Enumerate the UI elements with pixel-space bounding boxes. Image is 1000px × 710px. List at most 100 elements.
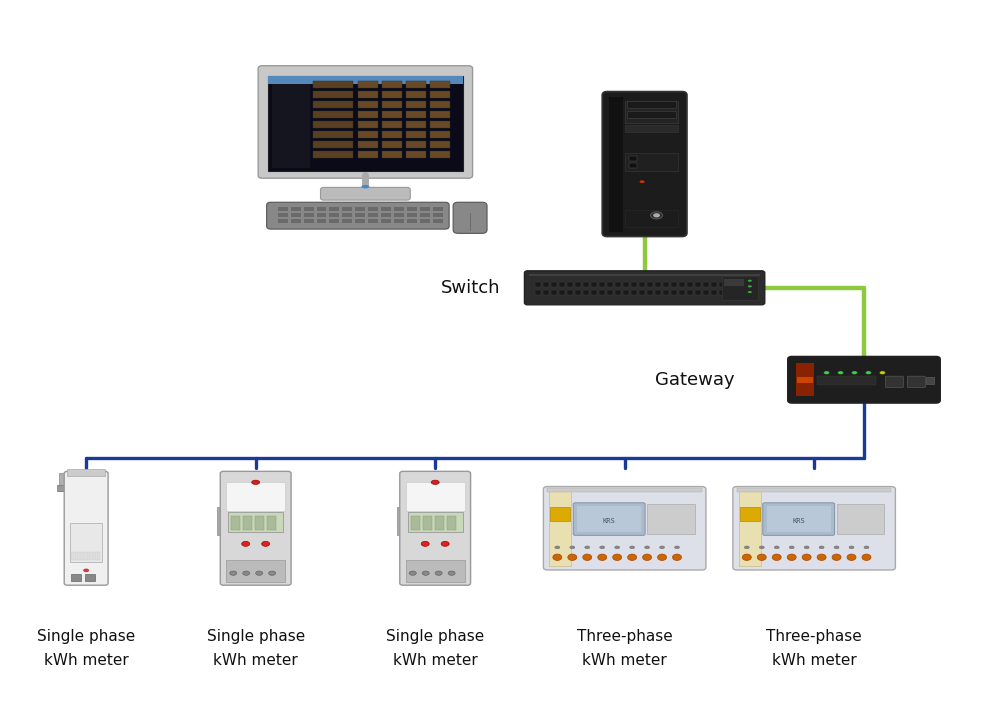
Bar (623, 282, 629, 287)
Ellipse shape (824, 371, 830, 374)
Ellipse shape (673, 554, 681, 560)
Bar (368, 219, 378, 223)
Bar (433, 219, 443, 223)
Bar (615, 282, 621, 287)
Bar (406, 101, 426, 108)
Ellipse shape (817, 554, 826, 560)
Ellipse shape (600, 546, 605, 549)
Bar (382, 131, 402, 138)
Ellipse shape (448, 571, 455, 575)
Bar (722, 275, 758, 300)
Bar (433, 213, 443, 217)
Text: Single phase
kWh meter: Single phase kWh meter (386, 629, 484, 667)
Bar (329, 207, 339, 212)
Ellipse shape (252, 480, 260, 484)
Bar (355, 219, 365, 223)
Bar (430, 111, 450, 118)
Text: KRS: KRS (603, 518, 616, 524)
Bar (663, 290, 669, 295)
Ellipse shape (598, 554, 607, 560)
Bar (647, 290, 653, 295)
Bar (394, 219, 404, 223)
Bar (85, 574, 95, 581)
Ellipse shape (262, 541, 270, 546)
Bar (575, 282, 581, 287)
Bar (394, 213, 404, 217)
Bar (551, 290, 557, 295)
Bar (95, 552, 100, 560)
Ellipse shape (748, 291, 752, 293)
Bar (313, 82, 353, 88)
Bar (217, 507, 225, 535)
Ellipse shape (441, 541, 449, 546)
Bar (577, 506, 641, 532)
Bar (342, 207, 352, 212)
Bar (719, 290, 725, 295)
Bar (739, 491, 761, 566)
Bar (695, 290, 701, 295)
Ellipse shape (852, 371, 858, 374)
Bar (304, 219, 314, 223)
Bar (57, 486, 69, 491)
FancyBboxPatch shape (573, 503, 645, 535)
FancyBboxPatch shape (400, 471, 471, 585)
Bar (71, 552, 76, 560)
Bar (228, 512, 283, 532)
Ellipse shape (585, 546, 590, 549)
Ellipse shape (748, 280, 752, 282)
Bar (329, 213, 339, 217)
Ellipse shape (645, 546, 650, 549)
Bar (655, 290, 661, 295)
Ellipse shape (409, 571, 416, 575)
FancyBboxPatch shape (64, 471, 108, 585)
Bar (355, 207, 365, 212)
Bar (89, 552, 94, 560)
Bar (358, 91, 378, 98)
Bar (291, 219, 301, 223)
Bar (59, 474, 69, 491)
Bar (629, 163, 637, 168)
Bar (358, 111, 378, 118)
Text: Gateway: Gateway (655, 371, 734, 389)
Bar (719, 282, 725, 287)
Bar (278, 207, 288, 212)
Bar (243, 515, 252, 530)
Bar (767, 506, 831, 532)
FancyBboxPatch shape (258, 66, 473, 178)
Bar (535, 282, 541, 287)
Ellipse shape (675, 546, 680, 549)
Bar (687, 290, 693, 295)
Bar (529, 273, 760, 275)
Bar (382, 111, 402, 118)
FancyBboxPatch shape (320, 187, 410, 200)
Bar (382, 91, 402, 98)
Bar (317, 219, 326, 223)
Bar (625, 101, 678, 124)
Bar (543, 282, 549, 287)
Bar (663, 282, 669, 287)
Bar (313, 121, 353, 128)
Bar (394, 207, 404, 212)
Bar (268, 76, 463, 84)
Text: Single phase
kWh meter: Single phase kWh meter (37, 629, 135, 667)
Bar (711, 282, 717, 287)
Ellipse shape (421, 541, 429, 546)
FancyBboxPatch shape (602, 92, 687, 236)
Text: Three-phase
kWh meter: Three-phase kWh meter (766, 629, 862, 667)
Bar (631, 290, 637, 295)
Ellipse shape (759, 546, 764, 549)
Ellipse shape (269, 571, 276, 575)
Bar (695, 282, 701, 287)
Bar (447, 515, 456, 530)
FancyBboxPatch shape (543, 486, 706, 570)
Bar (406, 121, 426, 128)
Bar (304, 213, 314, 217)
FancyBboxPatch shape (220, 471, 291, 585)
Bar (430, 141, 450, 148)
Bar (358, 82, 378, 88)
Bar (406, 131, 426, 138)
Bar (631, 282, 637, 287)
Bar (567, 290, 573, 295)
Bar (368, 213, 378, 217)
Ellipse shape (787, 554, 796, 560)
